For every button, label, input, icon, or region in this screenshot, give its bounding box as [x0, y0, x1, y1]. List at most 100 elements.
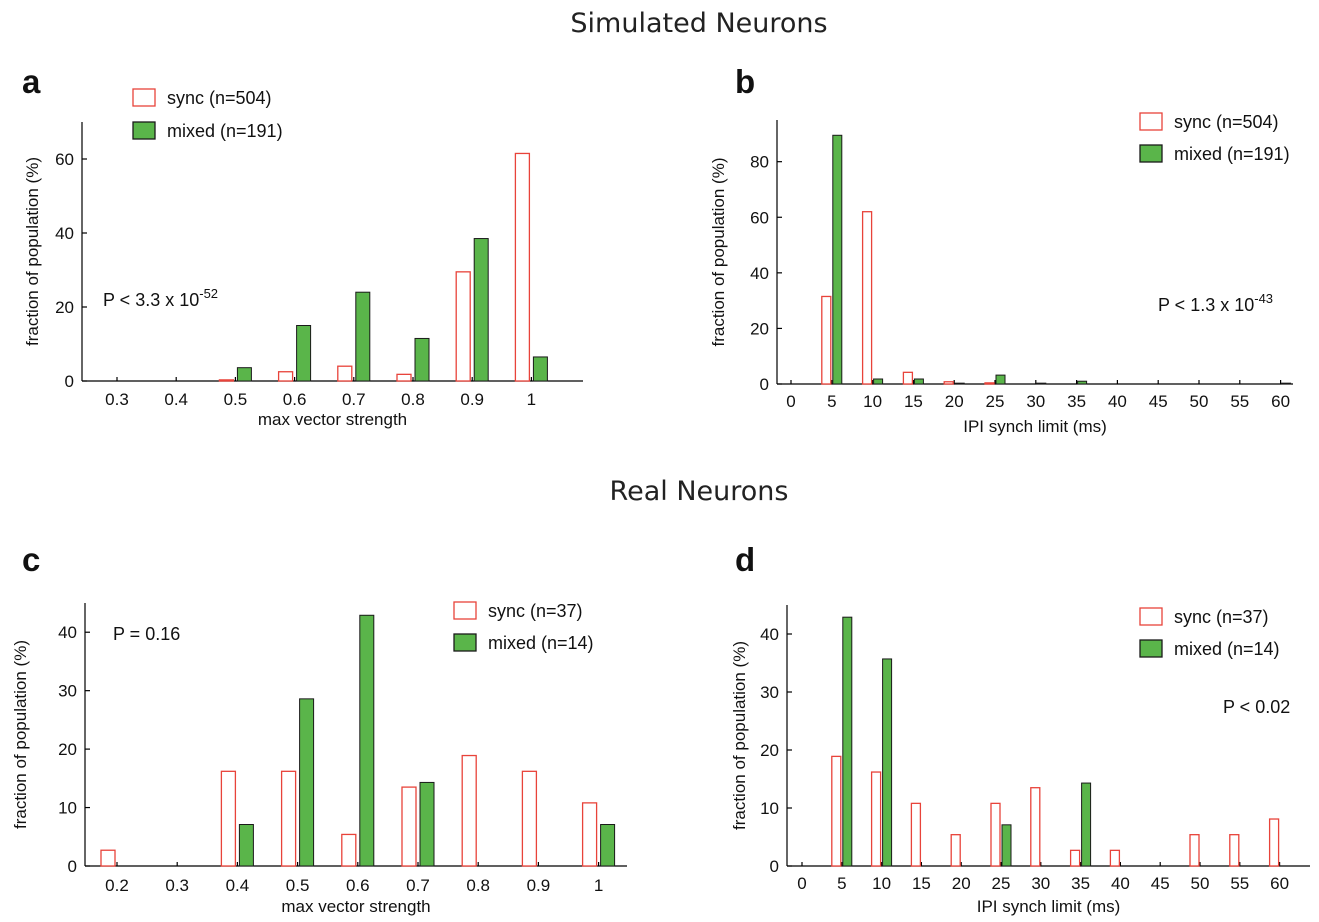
charts-group: a 0 20 40 60 0.3 0.4 0.5 0.6 0.7 0.8 0.9 1 max vector… — [11, 63, 1310, 916]
y-tick-label: 40 — [760, 625, 779, 644]
y-tick-label: 20 — [760, 741, 779, 760]
x-tick-label: 30 — [1026, 392, 1045, 411]
legend-label-mixed: mixed (n=191) — [1174, 144, 1290, 164]
x-tick-label: 10 — [872, 874, 891, 893]
x-tick-label: 1 — [527, 390, 536, 409]
x-tick-label: 5 — [827, 392, 836, 411]
bar-mixed — [913, 378, 924, 385]
bar-mixed — [1281, 382, 1292, 385]
x-tick-label: 40 — [1111, 874, 1130, 893]
bar-mixed — [1081, 782, 1092, 867]
panel-letter: c — [22, 541, 40, 578]
y-axis-label: fraction of population (%) — [730, 641, 749, 830]
bar-mixed — [1036, 382, 1047, 385]
y-tick-label: 30 — [760, 683, 779, 702]
bar-sync — [990, 802, 1001, 867]
legend-swatch-sync — [1139, 607, 1163, 626]
y-tick-label: 60 — [55, 150, 74, 169]
x-tick-label: 0.4 — [226, 876, 250, 895]
x-tick-label: 0.3 — [105, 390, 129, 409]
x-tick-label: 0.8 — [466, 876, 490, 895]
bar-sync — [514, 152, 531, 382]
x-tick-label: 40 — [1108, 392, 1127, 411]
bar-sync — [341, 833, 357, 867]
legend-swatch-sync — [453, 601, 477, 620]
bar-sync — [337, 365, 353, 382]
legend-swatch-sync — [1139, 112, 1163, 131]
section-title-simulated: Simulated Neurons — [570, 8, 827, 39]
legend-swatch-mixed — [1139, 144, 1163, 163]
bar-sync — [943, 381, 954, 385]
x-tick-label: 0 — [797, 874, 806, 893]
bar-mixed — [842, 616, 853, 867]
x-tick-label: 0.3 — [165, 876, 189, 895]
p-value-annotation: P = 0.16 — [113, 624, 180, 644]
x-tick-label: 25 — [992, 874, 1011, 893]
x-tick-label: 0 — [786, 392, 795, 411]
bar-mixed — [238, 824, 254, 867]
p-value-text: P < 1.3 x 10 — [1158, 295, 1254, 315]
bar-mixed — [1001, 824, 1012, 867]
y-tick-label: 0 — [770, 857, 779, 876]
legend: sync (n=504) mixed (n=191) — [1139, 112, 1290, 164]
bar-sync — [277, 371, 294, 382]
bar-sync — [396, 373, 412, 382]
x-tick-label: 0.8 — [401, 390, 425, 409]
legend: sync (n=37) mixed (n=14) — [453, 601, 594, 653]
bar-sync — [218, 379, 235, 382]
x-tick-label: 55 — [1230, 392, 1249, 411]
x-tick-label: 0.4 — [164, 390, 188, 409]
x-axis-label: max vector strength — [281, 897, 430, 916]
bar-sync — [461, 754, 477, 867]
x-tick-label: 0.7 — [406, 876, 430, 895]
bar-sync — [1268, 818, 1280, 867]
chart-c: c 0 10 20 30 40 0.2 0.3 0.4 0.5 0.6 0.7 0.8 0.9 1 max v… — [11, 541, 627, 916]
y-tick-label: 40 — [58, 623, 77, 642]
bar-sync — [831, 755, 842, 867]
bar-sync — [1189, 834, 1200, 867]
bar-sync — [220, 770, 237, 867]
x-tick-label: 25 — [986, 392, 1005, 411]
bar-mixed — [419, 781, 435, 867]
x-tick-label: 0.9 — [460, 390, 484, 409]
bar-mixed — [236, 367, 252, 382]
legend-label-mixed: mixed (n=191) — [167, 121, 283, 141]
bar-sync — [950, 834, 961, 867]
y-tick-label: 20 — [750, 319, 769, 338]
y-tick-label: 10 — [760, 799, 779, 818]
x-tick-label: 15 — [912, 874, 931, 893]
legend: sync (n=504) mixed (n=191) — [132, 88, 283, 141]
x-tick-label: 45 — [1149, 392, 1168, 411]
x-tick-label: 0.9 — [527, 876, 551, 895]
bar-sync — [100, 849, 116, 867]
legend-swatch-mixed — [453, 633, 477, 652]
x-tick-label: 0.5 — [286, 876, 310, 895]
x-tick-label: 5 — [837, 874, 846, 893]
y-tick-label: 0 — [65, 372, 74, 391]
x-tick-label: 20 — [945, 392, 964, 411]
legend-label-sync: sync (n=504) — [167, 88, 272, 108]
bar-mixed — [954, 382, 965, 385]
x-axis-label: IPI synch limit (ms) — [977, 897, 1121, 916]
section-title-real: Real Neurons — [610, 476, 789, 507]
bar-sync — [581, 802, 598, 867]
bar-sync — [984, 382, 995, 385]
y-tick-label: 20 — [58, 740, 77, 759]
x-tick-label: 35 — [1067, 392, 1086, 411]
legend: sync (n=37) mixed (n=14) — [1139, 607, 1280, 659]
x-tick-label: 10 — [863, 392, 882, 411]
legend-swatch-mixed — [132, 121, 156, 140]
chart-a: a 0 20 40 60 0.3 0.4 0.5 0.6 0.7 0.8 0.9 1 max vector… — [22, 63, 583, 429]
chart-b: b 0 20 40 60 80 0 5 10 15 20 25 30 35 40 45 50 55 60 IPI sy… — [709, 63, 1293, 436]
p-value-annotation: P < 3.3 x 10-52 — [103, 286, 218, 310]
bar-sync — [861, 211, 873, 385]
y-axis-label: fraction of population (%) — [709, 158, 728, 347]
panel-letter: a — [22, 63, 41, 100]
x-tick-label: 60 — [1271, 392, 1290, 411]
bar-sync — [1030, 787, 1041, 867]
bar-sync — [821, 295, 832, 385]
bar-mixed — [600, 824, 616, 867]
p-value-exponent: -52 — [199, 286, 218, 301]
bar-sync — [1109, 849, 1121, 867]
y-axis-label: fraction of population (%) — [23, 157, 42, 346]
